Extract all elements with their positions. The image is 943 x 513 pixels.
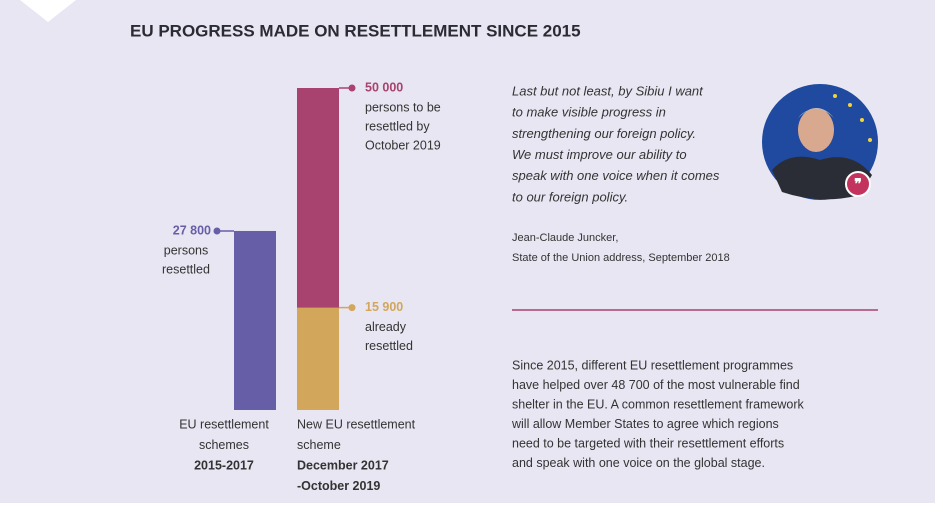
svg-text:❞: ❞ [854,176,862,192]
value-note: already [365,320,407,334]
callout-dot [214,227,221,234]
quote-line: Last but not least, by Sibiu I want [512,83,704,98]
category-label: scheme [297,438,341,452]
category-period: -October 2019 [297,479,380,493]
quote-line: to our foreign policy. [512,189,628,204]
bar [297,308,339,410]
quote-line: speak with one voice when it comes [512,168,720,183]
quote-line: to make visible progress in [512,105,666,120]
bar [234,231,276,410]
portrait: ❞ [762,84,878,200]
value-label: 50 000 [365,80,403,94]
summary-line: need to be targeted with their resettlem… [512,436,784,450]
summary-line: will allow Member States to agree which … [511,417,779,431]
value-note: persons [164,243,208,257]
category-period: 2015-2017 [194,458,254,472]
category-period: December 2017 [297,458,389,472]
summary-line: have helped over 48 700 of the most vuln… [512,378,800,392]
quote-line: We must improve our ability to [512,147,687,162]
value-note: persons to be [365,100,441,114]
quote-line: strengthening our foreign policy. [512,126,696,141]
value-label: 15 900 [365,300,403,314]
category-label: EU resettlement [179,417,269,431]
category-label: New EU resettlement [297,417,416,431]
summary-line: shelter in the EU. A common resettlement… [512,397,805,411]
category-label: schemes [199,438,249,452]
value-note: resettled by [365,119,430,133]
background [0,0,935,503]
summary-line: and speak with one voice on the global s… [512,456,765,470]
quote-source: State of the Union address, September 20… [512,252,730,264]
value-note: October 2019 [365,138,441,152]
callout-dot [349,85,356,92]
infographic: EU PROGRESS MADE ON RESETTLEMENT SINCE 2… [0,0,943,513]
quote-author: Jean-Claude Juncker, [512,232,618,244]
summary-line: Since 2015, different EU resettlement pr… [512,358,793,372]
value-note: resettled [365,339,413,353]
value-label: 27 800 [173,223,211,237]
value-note: resettled [162,262,210,276]
callout-dot [349,304,356,311]
chart-title: EU PROGRESS MADE ON RESETTLEMENT SINCE 2… [130,21,581,40]
